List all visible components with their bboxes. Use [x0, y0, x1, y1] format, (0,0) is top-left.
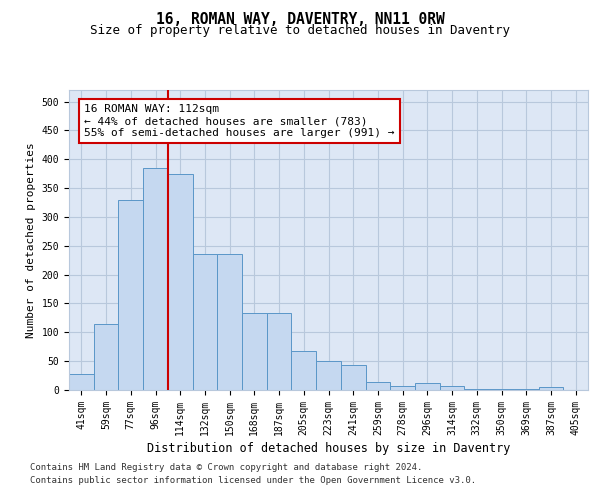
Bar: [415, 383, 440, 390]
Bar: [365, 382, 390, 390]
Bar: [464, 389, 489, 390]
Text: Size of property relative to detached houses in Daventry: Size of property relative to detached ho…: [90, 24, 510, 37]
Bar: [390, 386, 415, 390]
Bar: [118, 200, 143, 390]
Bar: [168, 174, 193, 390]
Bar: [69, 374, 94, 390]
Bar: [267, 314, 292, 390]
Bar: [94, 324, 118, 390]
Bar: [539, 386, 563, 390]
Bar: [143, 168, 168, 390]
Text: 16 ROMAN WAY: 112sqm
← 44% of detached houses are smaller (783)
55% of semi-deta: 16 ROMAN WAY: 112sqm ← 44% of detached h…: [85, 104, 395, 138]
Y-axis label: Number of detached properties: Number of detached properties: [26, 142, 36, 338]
Bar: [440, 386, 464, 390]
Text: Contains public sector information licensed under the Open Government Licence v3: Contains public sector information licen…: [30, 476, 476, 485]
Bar: [341, 364, 365, 390]
Bar: [193, 254, 217, 390]
Text: Contains HM Land Registry data © Crown copyright and database right 2024.: Contains HM Land Registry data © Crown c…: [30, 462, 422, 471]
Bar: [217, 254, 242, 390]
X-axis label: Distribution of detached houses by size in Daventry: Distribution of detached houses by size …: [147, 442, 510, 455]
Bar: [292, 351, 316, 390]
Bar: [242, 314, 267, 390]
Bar: [316, 361, 341, 390]
Text: 16, ROMAN WAY, DAVENTRY, NN11 0RW: 16, ROMAN WAY, DAVENTRY, NN11 0RW: [155, 12, 445, 28]
